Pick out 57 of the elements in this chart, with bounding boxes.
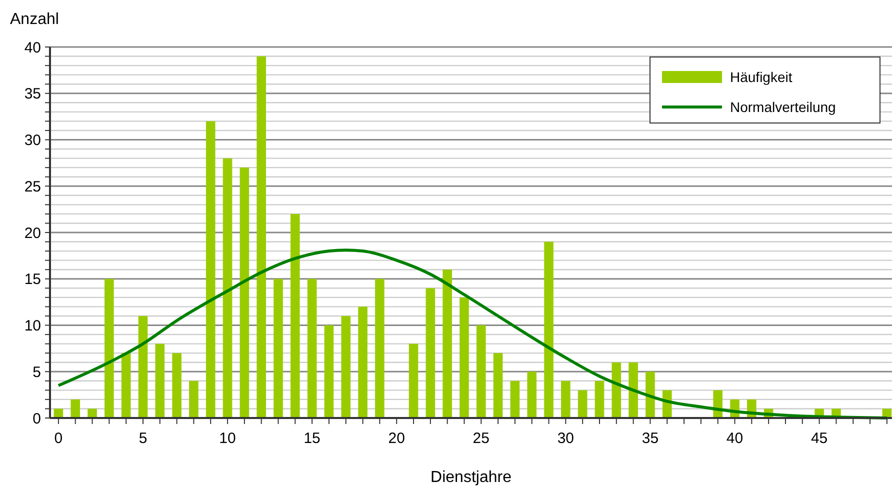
bar xyxy=(121,353,131,418)
y-axis-title: Anzahl xyxy=(10,11,59,28)
y-tick-label: 25 xyxy=(24,178,41,196)
bar xyxy=(527,372,537,418)
x-tick-label: 15 xyxy=(304,430,320,447)
y-tick-label: 20 xyxy=(24,224,41,242)
legend-label: Häufigkeit xyxy=(730,68,792,85)
y-tick-label: 30 xyxy=(24,132,41,149)
bar xyxy=(307,278,317,418)
bar xyxy=(544,242,554,418)
legend-label: Normalverteilung xyxy=(730,98,836,115)
bar xyxy=(104,278,114,418)
line-series xyxy=(56,248,888,420)
x-tick-label: 40 xyxy=(726,430,744,447)
bar xyxy=(426,288,436,418)
bar xyxy=(628,362,638,418)
x-tick-label: 45 xyxy=(810,430,828,447)
bar xyxy=(189,380,198,418)
bar xyxy=(578,390,588,418)
x-tick-label: 25 xyxy=(472,430,490,447)
bar xyxy=(222,158,232,418)
bar xyxy=(375,278,384,418)
x-tick-label: 5 xyxy=(138,430,148,447)
y-tick-label: 15 xyxy=(24,271,41,288)
bar xyxy=(138,316,148,418)
bar xyxy=(256,56,266,418)
bar xyxy=(290,214,300,418)
bar xyxy=(274,278,283,418)
bar xyxy=(510,380,520,418)
bar xyxy=(324,325,334,418)
bar xyxy=(358,306,368,418)
bar xyxy=(70,399,80,418)
x-tick-label: 35 xyxy=(642,430,659,447)
y-tick-label: 35 xyxy=(24,86,41,103)
y-tick-label: 10 xyxy=(24,318,41,334)
bar xyxy=(155,344,165,418)
bar xyxy=(341,316,351,418)
bar xyxy=(172,353,182,418)
bar xyxy=(206,121,216,418)
bar xyxy=(561,380,570,418)
y-tick-label: 0 xyxy=(32,410,41,428)
bar xyxy=(408,344,418,418)
bar xyxy=(442,270,452,418)
bar xyxy=(88,408,97,418)
bar xyxy=(240,168,250,418)
x-tick-label: 20 xyxy=(388,430,405,447)
x-tick-label: 10 xyxy=(219,430,236,447)
bar xyxy=(476,325,486,418)
x-tick-label: 30 xyxy=(557,430,574,447)
bar xyxy=(493,353,503,418)
bar xyxy=(594,380,604,418)
y-tick-label: 5 xyxy=(32,364,41,381)
x-axis-title: Dienstjahre xyxy=(430,469,512,486)
bar xyxy=(646,372,655,418)
x-tick-label: 0 xyxy=(54,430,63,447)
y-tick-label: 40 xyxy=(24,39,41,56)
bar xyxy=(460,297,469,418)
